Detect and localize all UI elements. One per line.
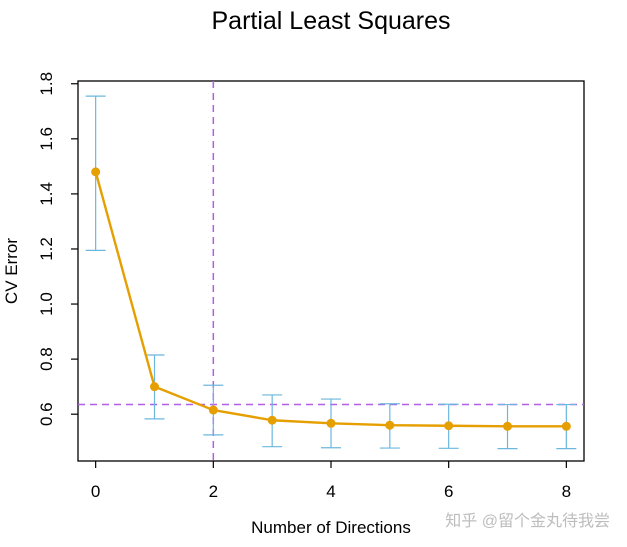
error-bars	[85, 95, 577, 450]
y-tick-label: 1.2	[37, 237, 56, 261]
data-point	[267, 415, 277, 425]
data-point	[149, 382, 159, 392]
y-axis: 0.6 0.8 1.0 1.2 1.4 1.6 1.8	[37, 72, 78, 426]
x-axis: 0 2 4 6 8	[91, 461, 571, 501]
data-point	[385, 420, 395, 430]
x-tick-label: 4	[326, 482, 335, 501]
data-point	[503, 421, 513, 431]
x-tick-label: 2	[209, 482, 218, 501]
x-tick-label: 8	[562, 482, 571, 501]
y-tick-label: 0.8	[37, 347, 56, 371]
x-tick-label: 6	[444, 482, 453, 501]
y-tick-label: 0.6	[37, 402, 56, 426]
x-axis-label: Number of Directions	[251, 518, 411, 537]
watermark-text: 知乎 @留个金丸待我尝	[445, 512, 610, 530]
chart-title: Partial Least Squares	[211, 7, 450, 35]
data-points	[91, 167, 571, 431]
y-tick-label: 1.4	[37, 182, 56, 206]
x-tick-label: 0	[91, 482, 100, 501]
series-line	[94, 171, 567, 428]
data-point	[91, 167, 101, 177]
y-tick-label: 1.6	[37, 127, 56, 151]
data-point	[561, 421, 571, 431]
y-axis-label: CV Error	[2, 238, 21, 304]
series-line-group	[94, 171, 567, 428]
y-tick-label: 1.0	[37, 292, 56, 316]
data-point	[444, 421, 454, 431]
data-point	[208, 405, 218, 415]
y-tick-label: 1.8	[37, 72, 56, 96]
data-point	[326, 418, 336, 428]
